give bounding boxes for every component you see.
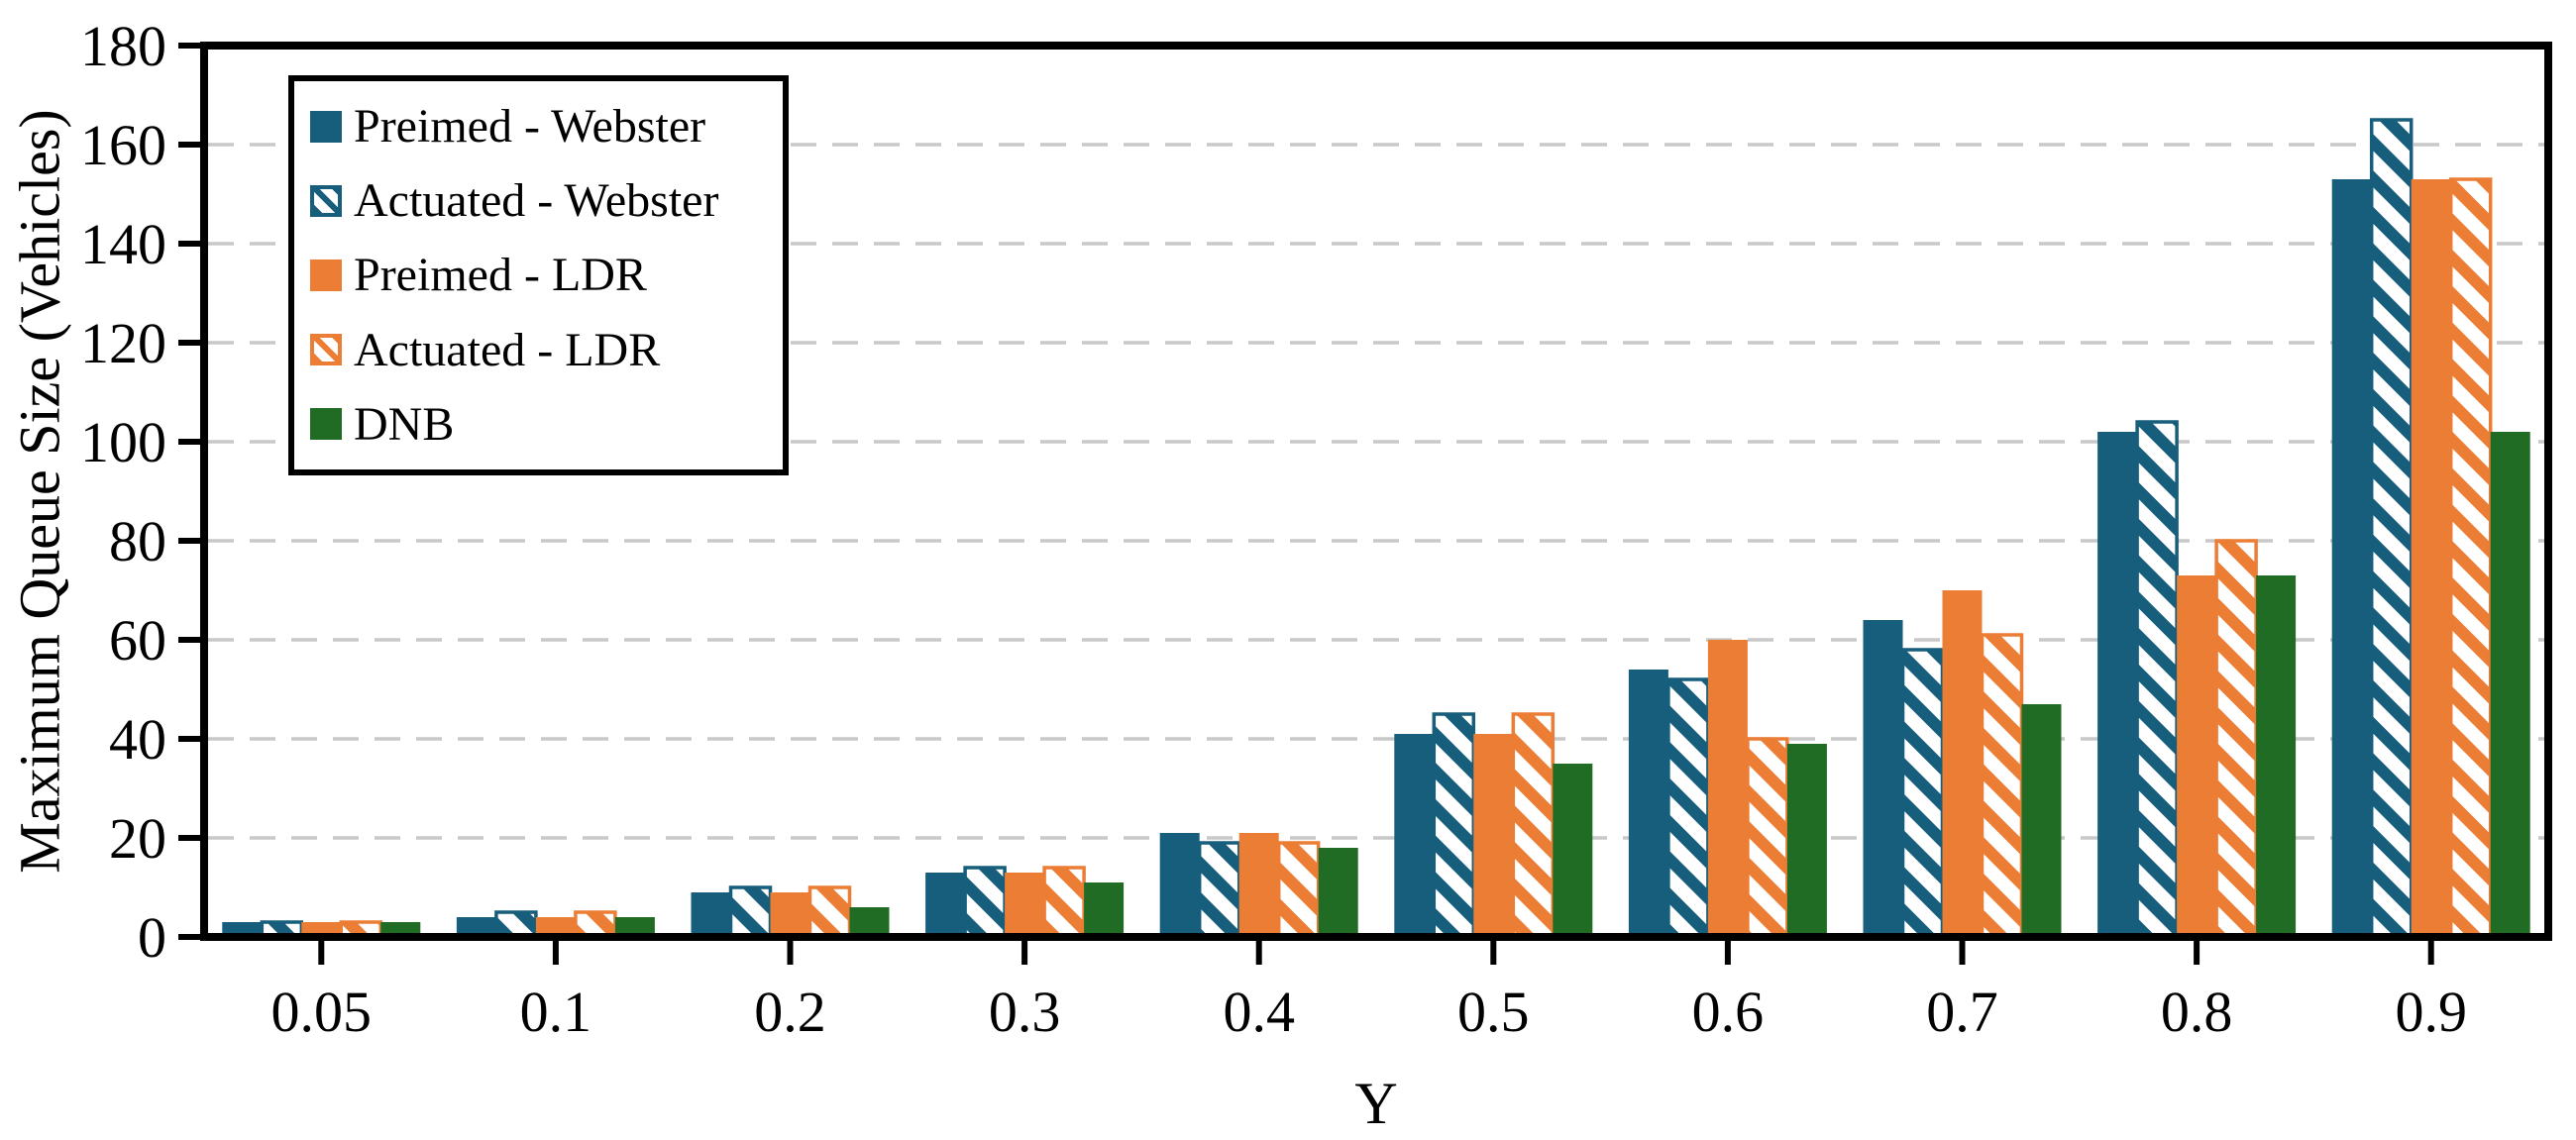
bar	[2256, 575, 2297, 937]
bar	[2097, 432, 2138, 937]
bar	[1628, 670, 1668, 937]
bar	[2411, 179, 2451, 937]
bar	[535, 917, 576, 937]
bar	[849, 907, 890, 937]
y-tick-label: 0	[138, 905, 166, 970]
bar	[1005, 873, 1045, 937]
legend-item-preimed-webster: Preimed - Webster	[310, 99, 775, 154]
bar	[1900, 648, 1945, 939]
legend: Preimed - Webster Actuated - Webster Pre…	[288, 75, 789, 475]
legend-item-actuated-ldr: Actuated - LDR	[310, 323, 775, 377]
bar	[574, 910, 617, 939]
ticks-group	[178, 43, 2434, 965]
x-tick-label: 0.9	[2395, 980, 2467, 1044]
x-tick-label: 0.1	[520, 980, 592, 1044]
bar	[2448, 177, 2493, 939]
bar	[1159, 833, 1200, 937]
y-axis-title: Maximum Queue Size (Vehicles)	[7, 109, 72, 874]
bar	[1511, 712, 1556, 939]
bar	[728, 885, 773, 939]
y-tick-label: 160	[80, 113, 166, 177]
x-tick-label: 0.7	[1926, 980, 1998, 1044]
bar	[2369, 118, 2414, 939]
legend-label: DNB	[354, 397, 455, 451]
x-tick-label: 0.3	[989, 980, 1061, 1044]
bar	[1394, 734, 1435, 937]
y-tick-label: 60	[109, 608, 166, 673]
bar	[2177, 575, 2217, 937]
legend-label: Actuated - Webster	[354, 174, 719, 228]
bar	[1084, 882, 1125, 937]
y-tick-label: 80	[109, 509, 166, 573]
bar	[1666, 677, 1710, 939]
x-tick-label: 0.05	[271, 980, 373, 1044]
bar	[2331, 179, 2372, 937]
bar	[807, 885, 852, 939]
x-tick-label: 0.8	[2161, 980, 2233, 1044]
bar	[1473, 734, 1514, 937]
legend-swatch-solid-blue	[310, 110, 342, 143]
bar	[1707, 640, 1748, 937]
y-tick-label: 120	[80, 311, 166, 375]
bar	[1863, 620, 1903, 937]
legend-item-actuated-webster: Actuated - Webster	[310, 173, 775, 228]
legend-label: Preimed - LDR	[354, 249, 647, 302]
y-tick-label: 40	[109, 707, 166, 772]
legend-swatch-solid-green	[310, 408, 342, 441]
bar	[1942, 590, 1983, 937]
bar	[1042, 866, 1086, 939]
bar	[1553, 764, 1593, 937]
bar	[2021, 704, 2062, 937]
bar	[1318, 848, 1358, 937]
bar	[691, 892, 731, 937]
bar	[614, 917, 655, 937]
y-tick-label: 140	[80, 212, 166, 276]
bar	[1786, 744, 1827, 937]
bars-group	[222, 118, 2530, 939]
bar	[1980, 633, 2024, 939]
bar	[1276, 841, 1321, 939]
legend-swatch-hatched-orange	[310, 334, 342, 366]
y-tick-label: 180	[80, 14, 166, 78]
x-tick-label: 0.6	[1692, 980, 1765, 1044]
x-axis-title: Y	[1354, 1071, 1398, 1136]
bar	[963, 866, 1007, 939]
plot-frame	[200, 42, 2552, 941]
bar	[2214, 539, 2258, 939]
bar	[925, 873, 966, 937]
y-tick-label: 100	[80, 410, 166, 474]
x-tick-label: 0.2	[754, 980, 826, 1044]
bar	[456, 917, 496, 937]
bar	[770, 892, 810, 937]
legend-swatch-solid-orange	[310, 259, 342, 291]
x-tick-label: 0.5	[1457, 980, 1530, 1044]
bar	[1746, 737, 1789, 939]
bar	[1238, 833, 1279, 937]
legend-swatch-hatched-blue	[310, 184, 342, 217]
legend-item-dnb: DNB	[310, 397, 775, 452]
legend-label: Preimed - Webster	[354, 100, 706, 154]
y-tick-label: 20	[109, 806, 166, 871]
bar	[2135, 420, 2179, 939]
legend-item-preimed-ldr: Preimed - LDR	[310, 248, 775, 302]
bar	[2490, 432, 2530, 937]
legend-label: Actuated - LDR	[354, 323, 661, 376]
tick-labels-group: 0 20 40 60 80 100 120 140 160 180 0.05 0.1 0.2 0.3 0.4…	[80, 14, 2467, 1044]
bar	[1197, 841, 1241, 939]
bar	[1432, 712, 1476, 939]
x-tick-label: 0.4	[1223, 980, 1295, 1044]
